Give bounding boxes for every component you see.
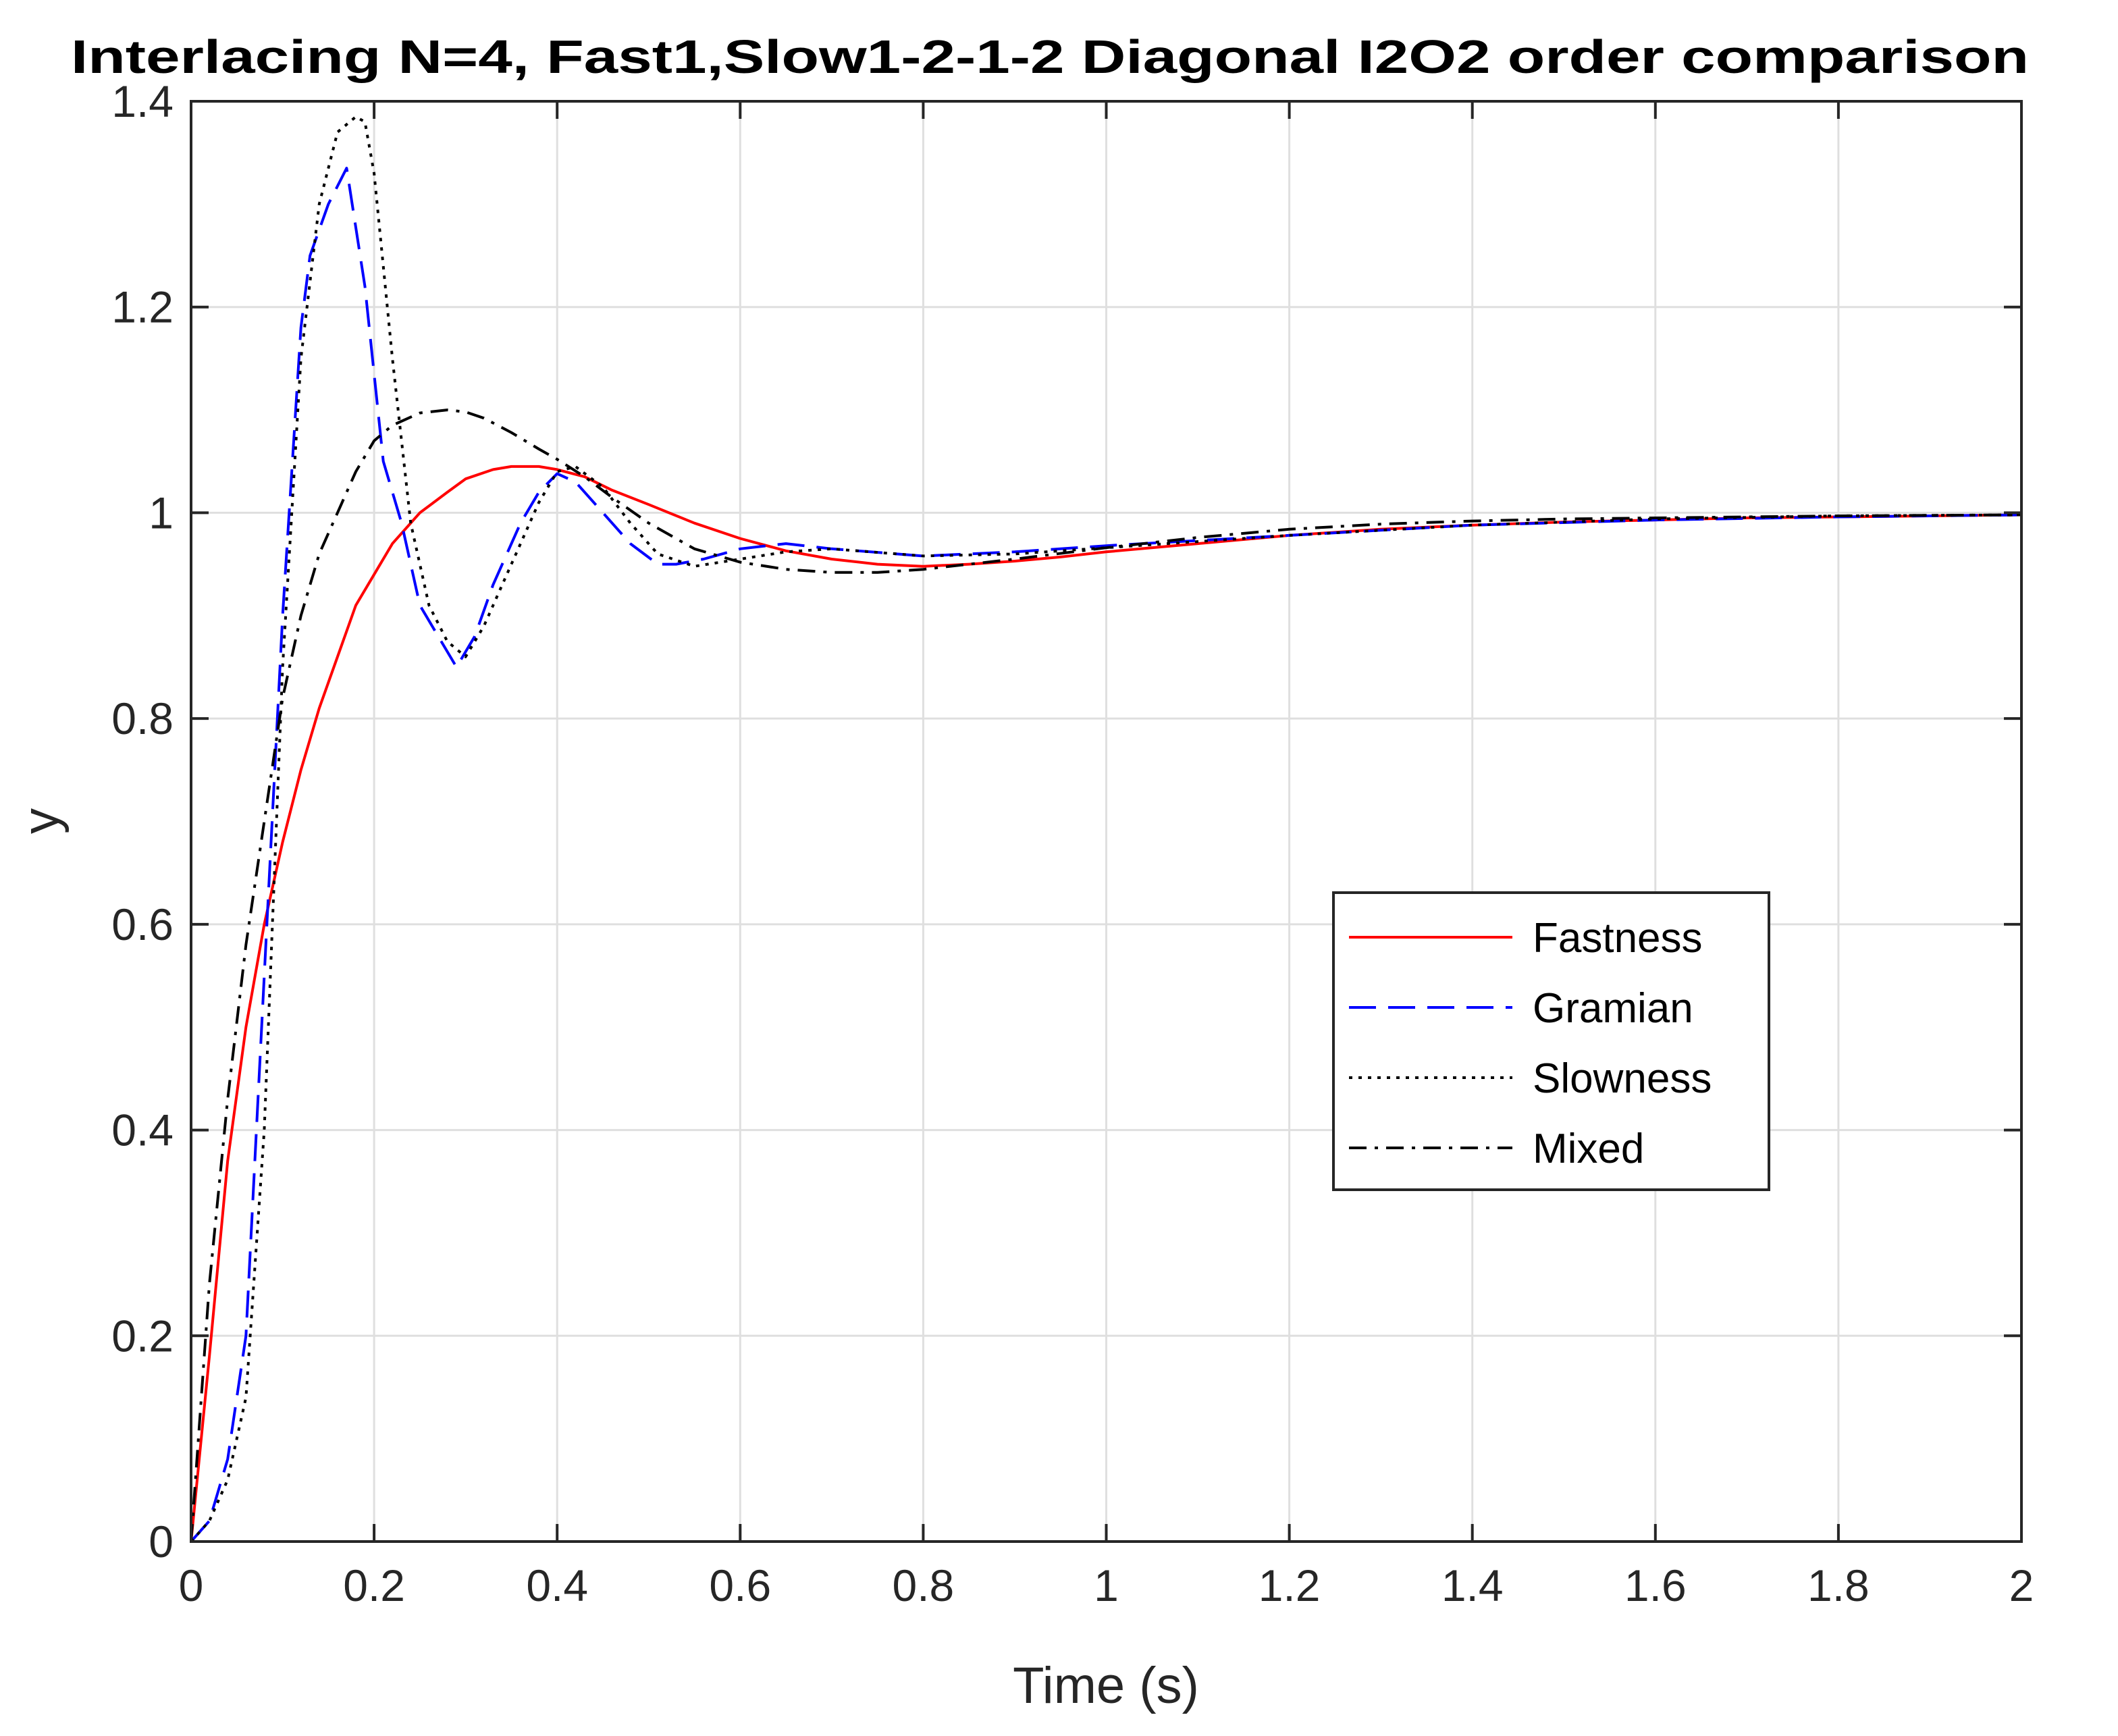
y-tick-label: 0.8 [111,693,174,743]
x-tick-label: 1.4 [1441,1560,1504,1610]
series-line-slowness [190,115,2022,1543]
x-tick-label: 1.6 [1624,1560,1687,1610]
x-tick-label: 1.8 [1807,1560,1870,1610]
y-tick-label: 0.6 [111,899,174,949]
x-tick-label: 0.6 [709,1560,771,1610]
x-tick-label: 0.8 [893,1560,955,1610]
legend-label-mixed: Mixed [1533,1126,1644,1172]
x-tick-label: 1.2 [1259,1560,1321,1610]
x-tick-label: 0 [179,1560,204,1610]
legend-label-gramian: Gramian [1533,985,1693,1032]
legend-label-fastness: Fastness [1533,915,1703,962]
y-tick-label: 0 [149,1517,174,1567]
x-tick-label: 2 [2009,1560,2034,1610]
y-tick-label: 1.4 [111,76,174,126]
series-lines [190,115,2022,1543]
grid-lines [191,101,2021,1542]
legend-label-slowness: Slowness [1533,1055,1712,1102]
series-line-mixed [190,409,2022,1542]
chart-title: Interlacing N=4, Fast1,Slow1-2-1-2 Diago… [71,30,2029,83]
legend: Fastness Gramian Slowness Mixed [1332,891,1770,1191]
y-tick-label: 1.2 [111,282,174,332]
x-tick-label: 1 [1094,1560,1119,1610]
y-axis-label: y [12,808,70,834]
y-tick-label: 0.2 [111,1311,174,1361]
legend-box [1332,891,1770,1191]
x-axis-label: Time (s) [1013,1657,1199,1714]
y-tick-label: 0.4 [111,1105,174,1155]
x-tick-label: 0.4 [526,1560,588,1610]
y-tick-label: 1 [149,488,174,537]
x-tick-label: 0.2 [343,1560,405,1610]
series-line-gramian [190,167,2022,1543]
axis-ticks: 0 0.2 0.4 0.6 0.8 1 1.2 1.4 1.6 1.8 2 0 0.2 0.4 0.6 0.8… [111,76,2034,1610]
